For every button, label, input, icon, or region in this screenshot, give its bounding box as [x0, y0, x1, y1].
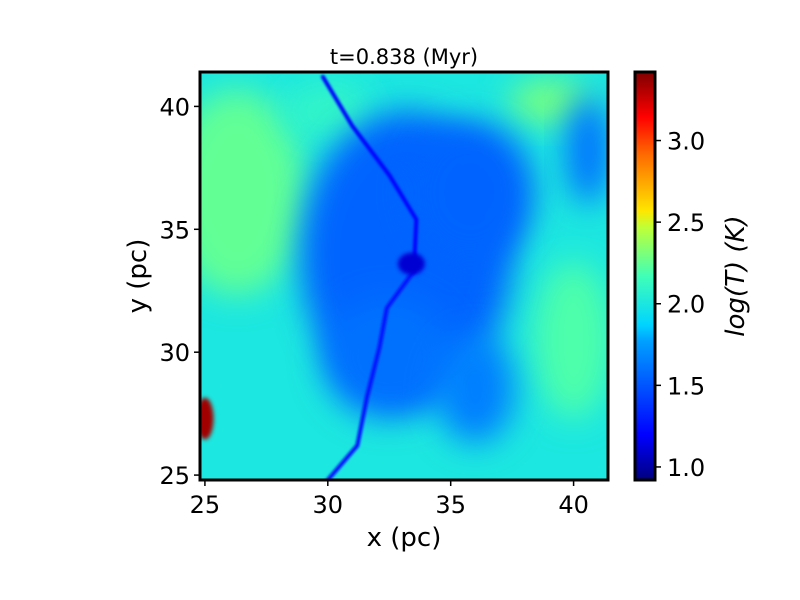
cold-region: [566, 96, 608, 205]
warm-region: [509, 79, 589, 124]
y-tick-label: 25: [159, 462, 190, 490]
chart-title: t=0.838 (Myr): [330, 45, 478, 69]
x-tick-label: 40: [558, 491, 589, 519]
colorbar: [635, 72, 655, 480]
hot-spot: [200, 397, 214, 440]
y-axis-label: y (pc): [123, 239, 153, 314]
cold-region: [322, 295, 456, 419]
colorbar-tick-label: 1.0: [667, 454, 705, 482]
x-tick-label: 25: [190, 491, 221, 519]
colorbar-label: log(T) (K): [721, 215, 751, 336]
x-tick-label: 35: [435, 491, 466, 519]
warm-region: [200, 89, 306, 296]
warm-region: [283, 81, 372, 141]
cold-filament: [320, 74, 419, 274]
colorbar-tick-label: 2.0: [667, 291, 705, 319]
y-tick-label: 40: [159, 93, 190, 121]
heatmap-field: [200, 72, 608, 480]
y-tick-label: 35: [159, 216, 190, 244]
x-axis-label: x (pc): [367, 523, 442, 553]
y-tick-label: 30: [159, 339, 190, 367]
cold-region: [406, 121, 535, 264]
colorbar-frame: [633, 70, 657, 482]
colorbar-tick-label: 3.0: [667, 128, 705, 156]
x-tick-label: 30: [313, 491, 344, 519]
x-axis-ticks: 25 30 35 40: [190, 480, 589, 519]
warm-region: [534, 261, 608, 419]
cold-filament: [325, 269, 416, 480]
colorbar-tick-label: 2.5: [667, 209, 705, 237]
y-axis-ticks: 25 30 35 40: [159, 93, 200, 490]
colorbar-tick-label: 1.5: [667, 372, 705, 400]
cold-core: [397, 252, 425, 275]
plot-frame: [198, 70, 610, 482]
cold-region: [436, 335, 515, 444]
colorbar-ticks: 1.0 1.5 2.0 2.5 3.0: [655, 128, 705, 482]
